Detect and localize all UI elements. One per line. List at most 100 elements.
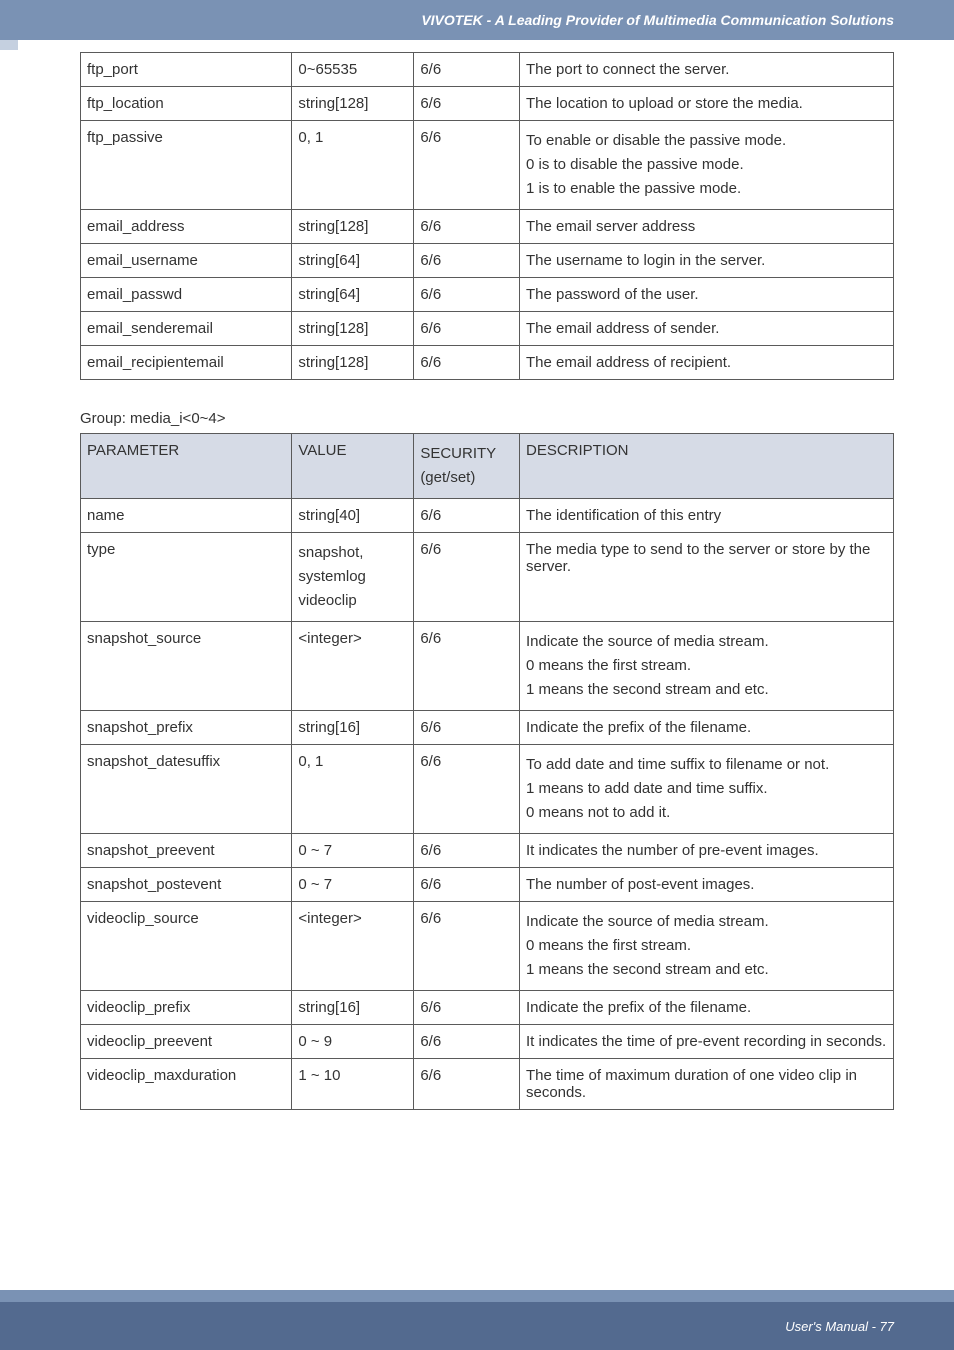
header-parameter: PARAMETER (81, 434, 292, 499)
cell-value: <integer> (292, 622, 414, 711)
table-row: videoclip_source<integer>6/6Indicate the… (81, 902, 894, 991)
parameter-table-1: ftp_port0~655356/6The port to connect th… (80, 52, 894, 380)
cell-value: snapshot,systemlogvideoclip (292, 533, 414, 622)
cell-param: ftp_passive (81, 121, 292, 210)
cell-security: 6/6 (414, 121, 520, 210)
table-row: snapshot_postevent0 ~ 76/6The number of … (81, 868, 894, 902)
cell-security: 6/6 (414, 244, 520, 278)
table-row: videoclip_maxduration1 ~ 106/6The time o… (81, 1059, 894, 1110)
header-security: SECURITY(get/set) (414, 434, 520, 499)
cell-param: snapshot_datesuffix (81, 745, 292, 834)
table-row: snapshot_preevent0 ~ 76/6It indicates th… (81, 834, 894, 868)
cell-desc: The email server address (520, 210, 894, 244)
cell-param: snapshot_prefix (81, 711, 292, 745)
header-title: VIVOTEK - A Leading Provider of Multimed… (421, 12, 894, 28)
cell-value: 0 ~ 7 (292, 834, 414, 868)
table-row: snapshot_datesuffix0, 16/6To add date an… (81, 745, 894, 834)
cell-desc: The port to connect the server. (520, 53, 894, 87)
cell-desc: It indicates the number of pre-event ima… (520, 834, 894, 868)
cell-desc: The password of the user. (520, 278, 894, 312)
cell-value: string[128] (292, 87, 414, 121)
cell-value: string[40] (292, 499, 414, 533)
cell-value: 0 ~ 7 (292, 868, 414, 902)
cell-param: videoclip_maxduration (81, 1059, 292, 1110)
cell-value: 0 ~ 9 (292, 1025, 414, 1059)
cell-desc: Indicate the source of media stream.0 me… (520, 902, 894, 991)
cell-param: email_passwd (81, 278, 292, 312)
table-row: videoclip_prefixstring[16]6/6Indicate th… (81, 991, 894, 1025)
cell-param: videoclip_preevent (81, 1025, 292, 1059)
cell-desc: To enable or disable the passive mode.0 … (520, 121, 894, 210)
cell-param: videoclip_prefix (81, 991, 292, 1025)
cell-security: 6/6 (414, 312, 520, 346)
cell-param: type (81, 533, 292, 622)
cell-value: string[64] (292, 278, 414, 312)
cell-security: 6/6 (414, 745, 520, 834)
cell-security: 6/6 (414, 1059, 520, 1110)
table-row: typesnapshot,systemlogvideoclip6/6The me… (81, 533, 894, 622)
content-area: ftp_port0~655356/6The port to connect th… (0, 52, 954, 1110)
cell-security: 6/6 (414, 87, 520, 121)
cell-security: 6/6 (414, 991, 520, 1025)
cell-security: 6/6 (414, 834, 520, 868)
table-row: namestring[40]6/6The identification of t… (81, 499, 894, 533)
table-row: ftp_port0~655356/6The port to connect th… (81, 53, 894, 87)
table-row: email_senderemailstring[128]6/6The email… (81, 312, 894, 346)
parameter-table-2: PARAMETER VALUE SECURITY(get/set) DESCRI… (80, 433, 894, 1110)
cell-desc: The email address of sender. (520, 312, 894, 346)
cell-security: 6/6 (414, 533, 520, 622)
page-footer: User's Manual - 77 (0, 1290, 954, 1350)
cell-param: email_address (81, 210, 292, 244)
table-row: videoclip_preevent0 ~ 96/6It indicates t… (81, 1025, 894, 1059)
table-row: ftp_locationstring[128]6/6The location t… (81, 87, 894, 121)
cell-security: 6/6 (414, 1025, 520, 1059)
cell-security: 6/6 (414, 346, 520, 380)
cell-desc: The number of post-event images. (520, 868, 894, 902)
header-description: DESCRIPTION (520, 434, 894, 499)
cell-desc: To add date and time suffix to filename … (520, 745, 894, 834)
table-row: email_recipientemailstring[128]6/6The em… (81, 346, 894, 380)
cell-security: 6/6 (414, 868, 520, 902)
cell-value: 0~65535 (292, 53, 414, 87)
cell-param: name (81, 499, 292, 533)
table-row: email_passwdstring[64]6/6The password of… (81, 278, 894, 312)
cell-desc: Indicate the prefix of the filename. (520, 991, 894, 1025)
cell-param: email_recipientemail (81, 346, 292, 380)
cell-value: <integer> (292, 902, 414, 991)
cell-desc: The username to login in the server. (520, 244, 894, 278)
cell-desc: It indicates the time of pre-event recor… (520, 1025, 894, 1059)
table-header-row: PARAMETER VALUE SECURITY(get/set) DESCRI… (81, 434, 894, 499)
table-row: ftp_passive0, 16/6To enable or disable t… (81, 121, 894, 210)
cell-value: string[16] (292, 711, 414, 745)
cell-value: 0, 1 (292, 745, 414, 834)
cell-value: string[16] (292, 991, 414, 1025)
left-stripe (0, 40, 18, 50)
cell-param: email_username (81, 244, 292, 278)
cell-security: 6/6 (414, 499, 520, 533)
cell-value: string[128] (292, 312, 414, 346)
table-row: snapshot_source<integer>6/6Indicate the … (81, 622, 894, 711)
cell-desc: The identification of this entry (520, 499, 894, 533)
cell-param: snapshot_preevent (81, 834, 292, 868)
table-row: snapshot_prefixstring[16]6/6Indicate the… (81, 711, 894, 745)
cell-param: videoclip_source (81, 902, 292, 991)
cell-security: 6/6 (414, 278, 520, 312)
cell-value: 1 ~ 10 (292, 1059, 414, 1110)
table-row: email_addressstring[128]6/6The email ser… (81, 210, 894, 244)
cell-security: 6/6 (414, 711, 520, 745)
cell-security: 6/6 (414, 210, 520, 244)
header-value: VALUE (292, 434, 414, 499)
table-row: email_usernamestring[64]6/6The username … (81, 244, 894, 278)
cell-value: string[128] (292, 346, 414, 380)
cell-param: snapshot_source (81, 622, 292, 711)
page-header: VIVOTEK - A Leading Provider of Multimed… (0, 0, 954, 40)
cell-security: 6/6 (414, 53, 520, 87)
cell-param: email_senderemail (81, 312, 292, 346)
cell-desc: The email address of recipient. (520, 346, 894, 380)
cell-value: string[64] (292, 244, 414, 278)
cell-param: ftp_port (81, 53, 292, 87)
cell-value: 0, 1 (292, 121, 414, 210)
cell-security: 6/6 (414, 902, 520, 991)
cell-desc: The time of maximum duration of one vide… (520, 1059, 894, 1110)
group-label: Group: media_i<0~4> (80, 410, 894, 427)
